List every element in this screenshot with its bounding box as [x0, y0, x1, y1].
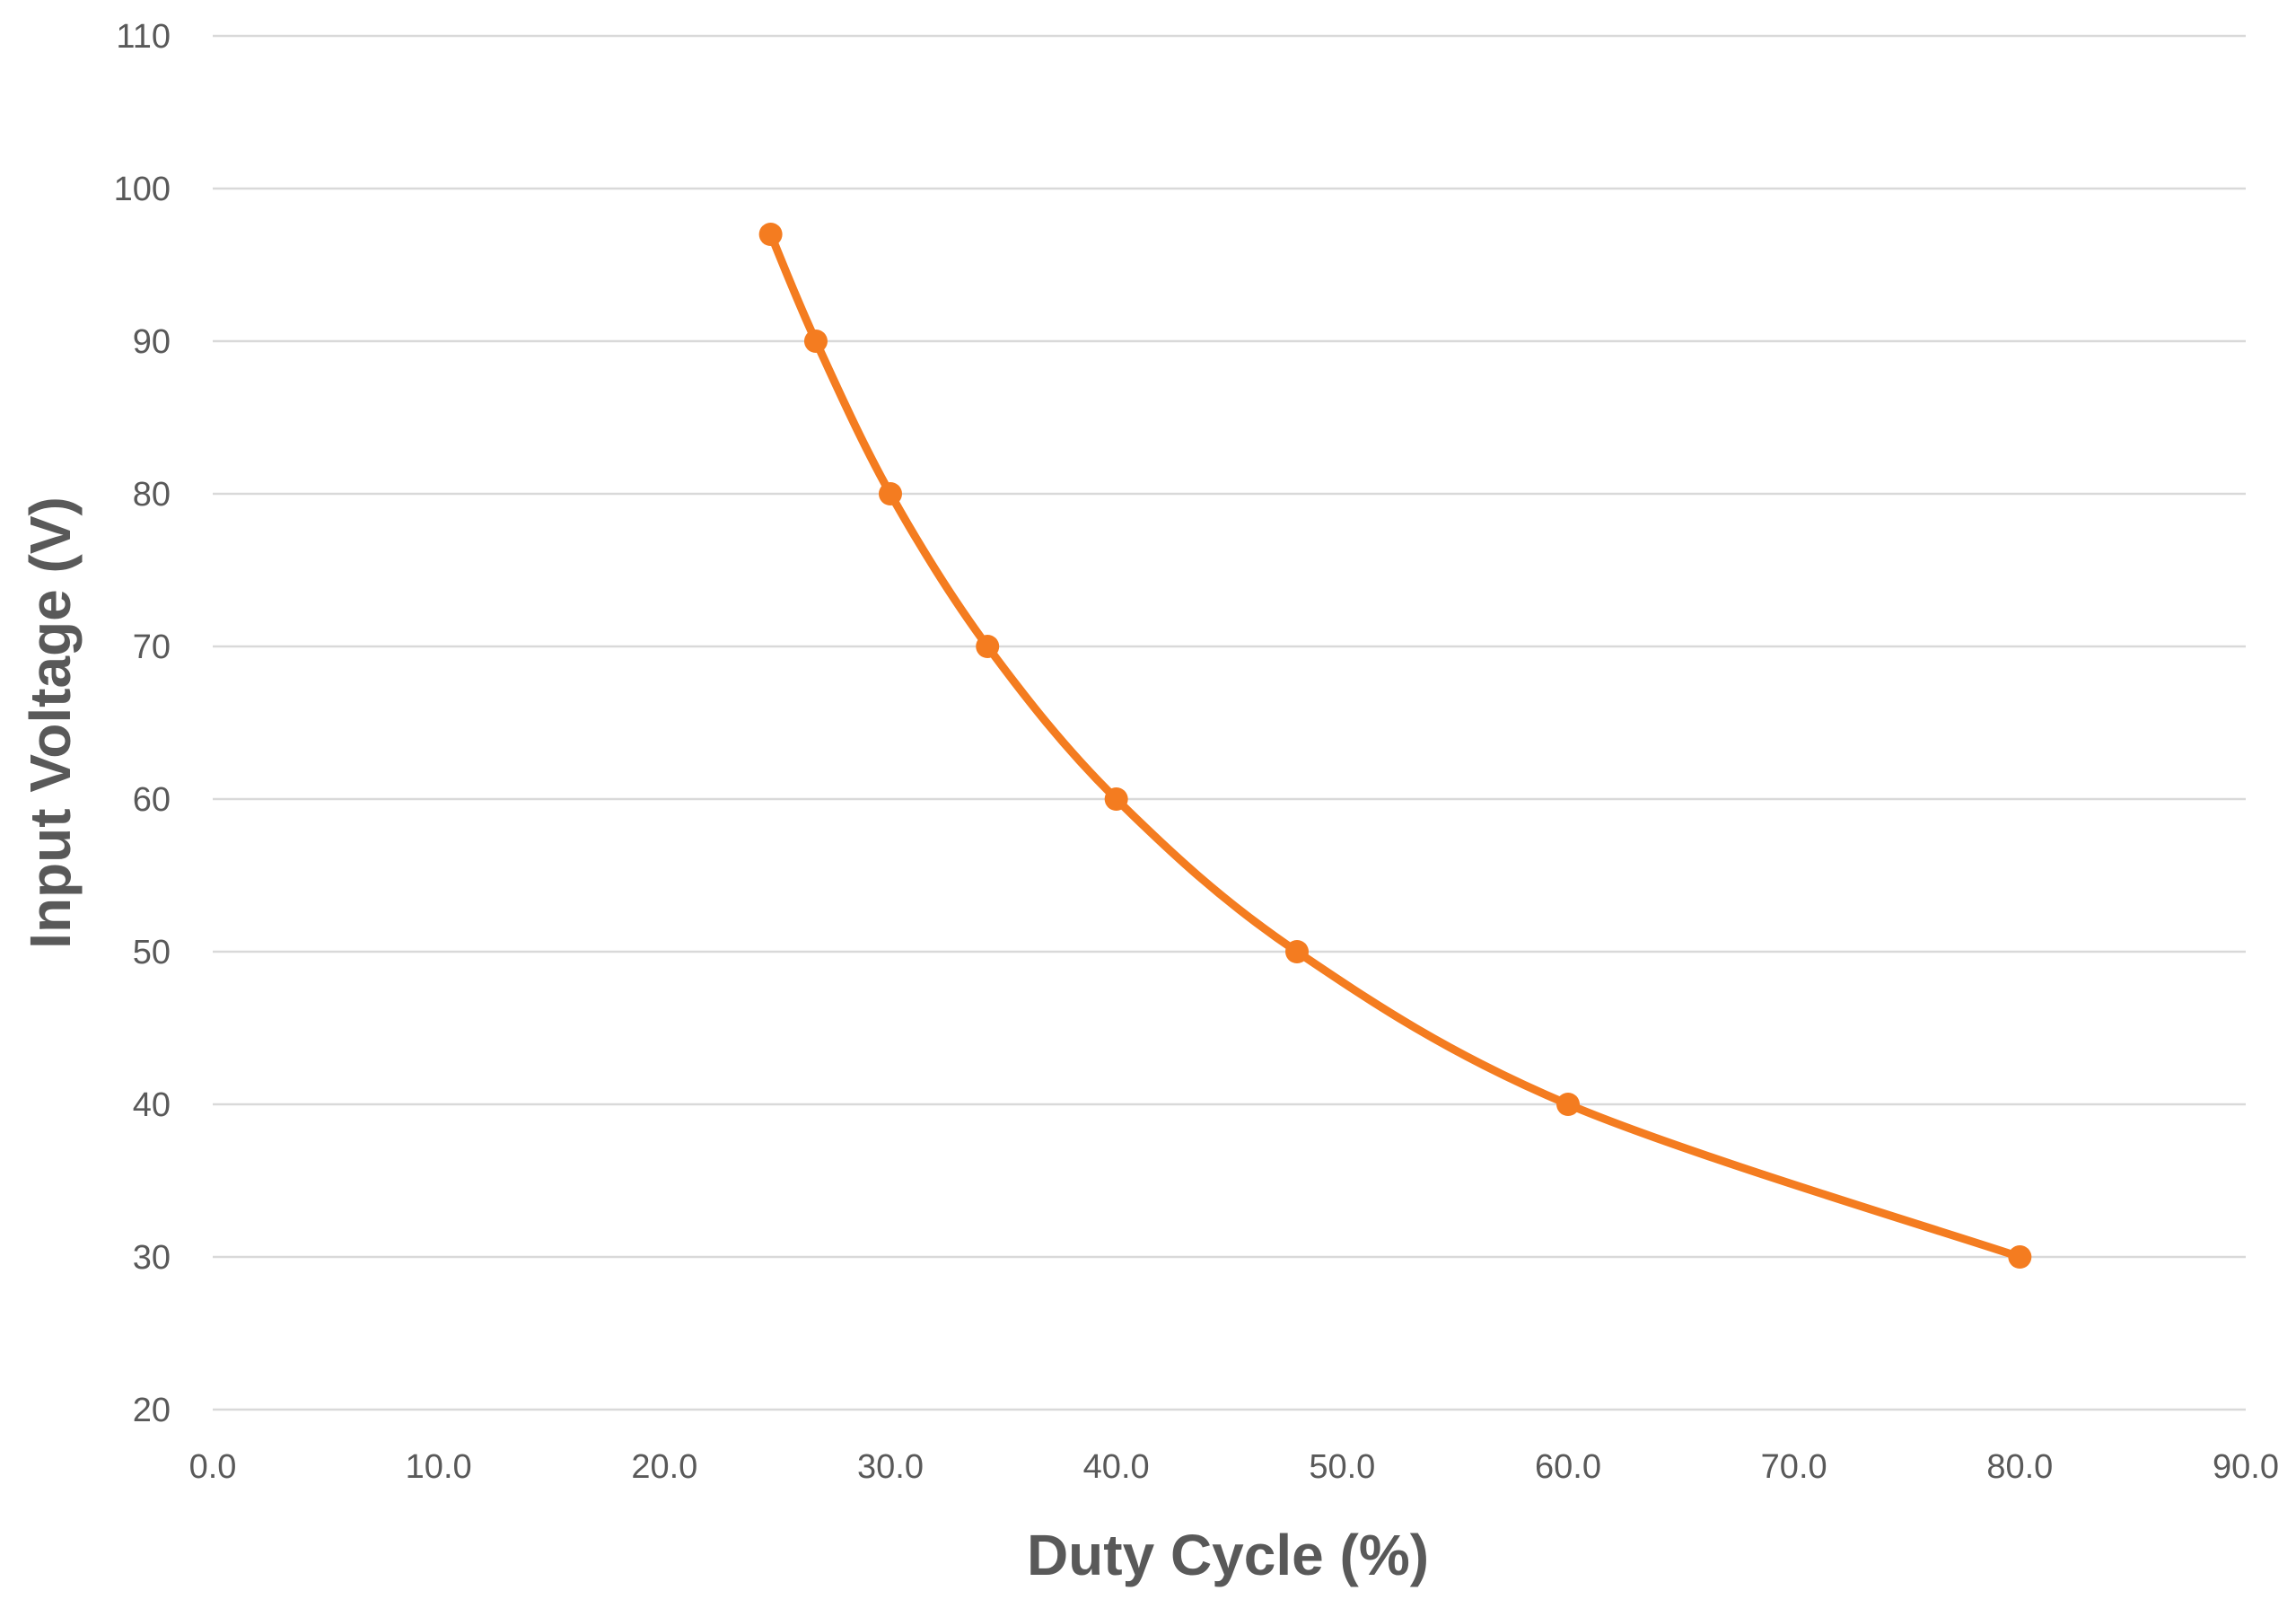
data-point	[803, 330, 828, 353]
y-tick-label: 100	[114, 171, 171, 208]
data-point	[1556, 1093, 1580, 1116]
x-tick-label: 30.0	[857, 1448, 924, 1486]
x-tick-label: 0.0	[189, 1448, 237, 1486]
y-tick-label: 60	[133, 781, 171, 819]
data-point	[1104, 787, 1128, 811]
data-point	[2008, 1245, 2032, 1269]
data-point	[1285, 940, 1309, 963]
y-tick-label: 20	[133, 1392, 171, 1429]
y-tick-label: 110	[116, 18, 171, 56]
x-tick-label: 70.0	[1761, 1448, 1827, 1486]
y-tick-label: 50	[133, 934, 171, 971]
x-tick-label: 20.0	[631, 1448, 697, 1486]
x-tick-label: 40.0	[1083, 1448, 1150, 1486]
y-tick-label: 80	[133, 476, 171, 514]
x-axis-title: Duty Cycle (%)	[1027, 1523, 1429, 1587]
y-tick-label: 40	[133, 1086, 171, 1124]
x-tick-label: 80.0	[1986, 1448, 2053, 1486]
data-point	[879, 482, 902, 505]
gridlines	[213, 34, 2246, 1411]
data-point	[758, 223, 783, 246]
data-point	[976, 635, 1000, 658]
y-tick-label: 30	[133, 1239, 171, 1277]
x-axis-ticks: 0.0 10.0 20.0 30.0 40.0 50.0 60.0 70.0 80.0 90.0	[189, 1448, 2279, 1486]
y-tick-label: 90	[133, 323, 171, 361]
series-group	[758, 223, 2032, 1269]
y-axis-ticks: 20 30 40 50 60 70 80 90 100 110	[114, 18, 171, 1429]
x-tick-label: 10.0	[406, 1448, 472, 1486]
x-tick-label: 60.0	[1535, 1448, 1601, 1486]
x-tick-label: 50.0	[1309, 1448, 1375, 1486]
y-tick-label: 70	[133, 628, 171, 666]
y-axis-title: Input Voltage (V)	[18, 496, 83, 949]
x-tick-label: 90.0	[2213, 1448, 2279, 1486]
